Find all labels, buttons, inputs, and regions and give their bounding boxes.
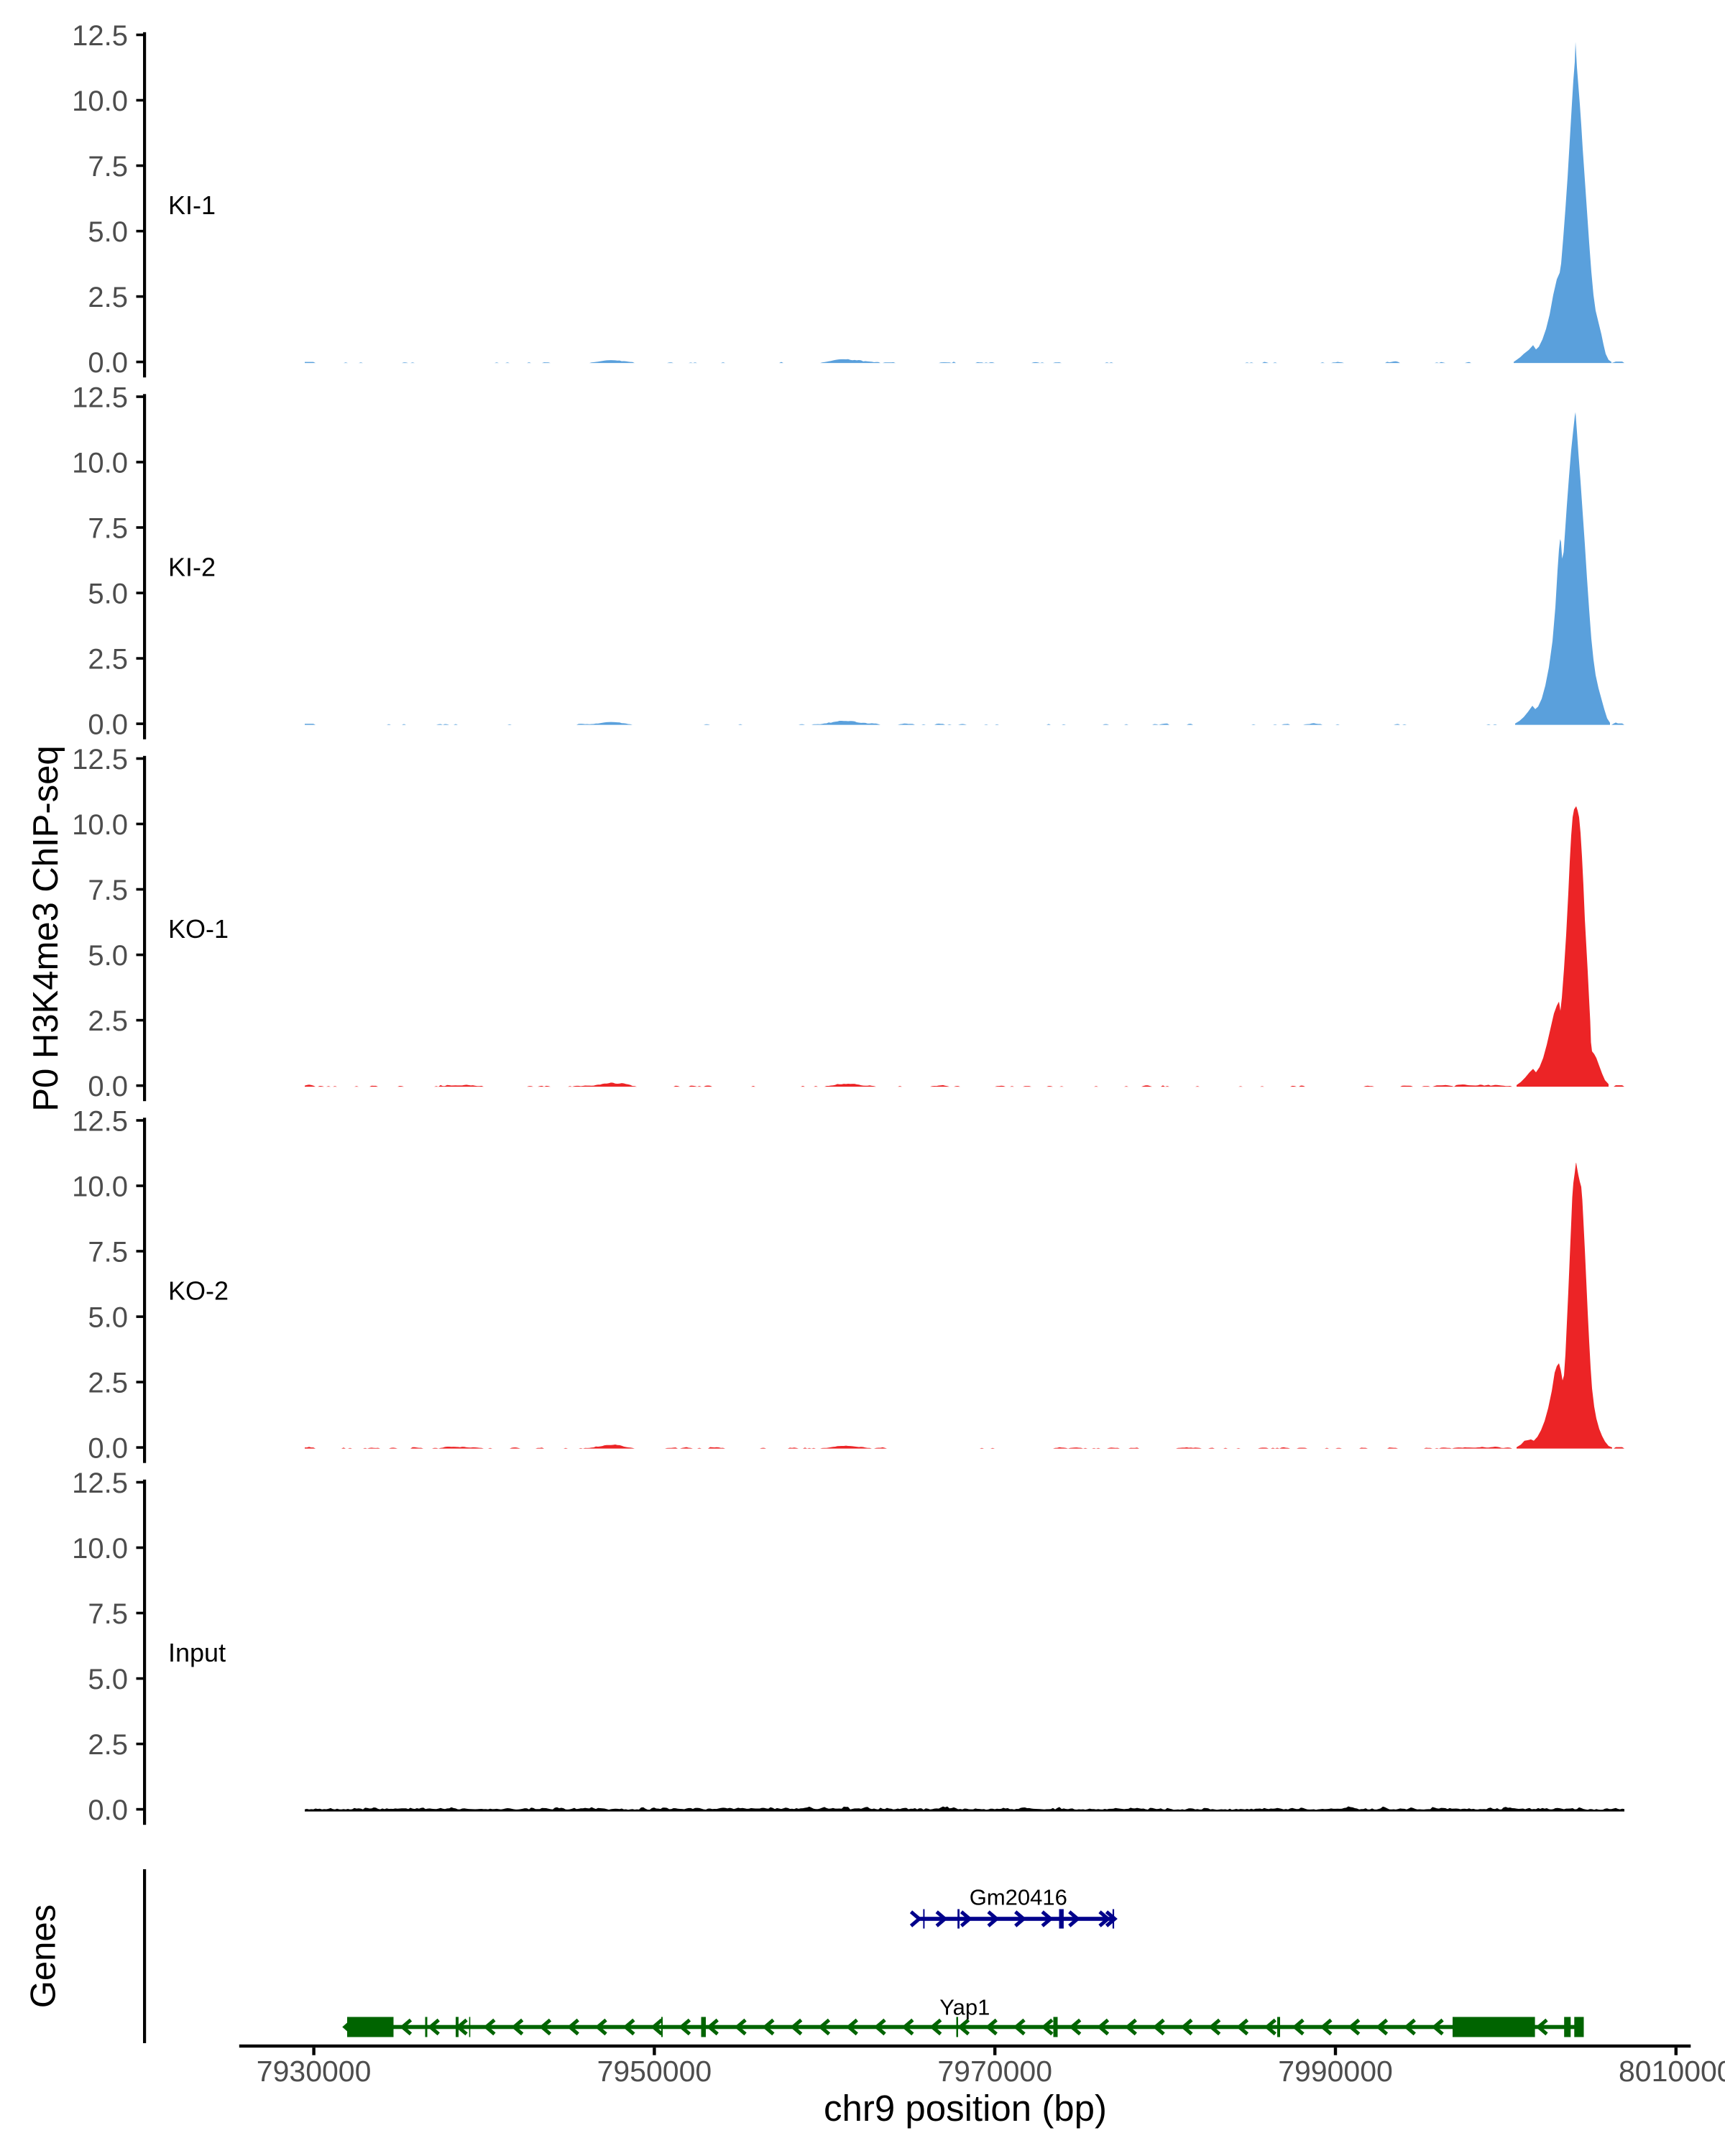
svg-text:5.0: 5.0 — [88, 1302, 128, 1333]
svg-text:KI-2: KI-2 — [168, 553, 216, 582]
svg-text:2.5: 2.5 — [88, 282, 128, 313]
svg-text:KO-2: KO-2 — [168, 1276, 229, 1306]
svg-text:5.0: 5.0 — [88, 940, 128, 972]
svg-text:2.5: 2.5 — [88, 643, 128, 675]
svg-text:7.5: 7.5 — [88, 1598, 128, 1630]
svg-text:10.0: 10.0 — [72, 86, 128, 117]
svg-text:Input: Input — [168, 1638, 226, 1667]
svg-text:2.5: 2.5 — [88, 1729, 128, 1761]
svg-text:0.0: 0.0 — [88, 1432, 128, 1464]
svg-text:12.5: 12.5 — [72, 1105, 128, 1137]
svg-text:5.0: 5.0 — [88, 216, 128, 248]
svg-text:7.5: 7.5 — [88, 1236, 128, 1268]
svg-text:8010000: 8010000 — [1619, 2055, 1725, 2088]
svg-text:12.5: 12.5 — [72, 744, 128, 775]
svg-text:7.5: 7.5 — [88, 512, 128, 544]
svg-text:7990000: 7990000 — [1278, 2055, 1393, 2088]
svg-text:0.0: 0.0 — [88, 1795, 128, 1826]
svg-text:10.0: 10.0 — [72, 1171, 128, 1202]
svg-text:0.0: 0.0 — [88, 709, 128, 740]
svg-text:10.0: 10.0 — [72, 1533, 128, 1565]
svg-text:7970000: 7970000 — [937, 2055, 1052, 2088]
svg-text:7.5: 7.5 — [88, 151, 128, 183]
svg-text:P0 H3K4me3 ChIP-seq: P0 H3K4me3 ChIP-seq — [27, 745, 65, 1111]
svg-text:2.5: 2.5 — [88, 1005, 128, 1037]
svg-text:12.5: 12.5 — [72, 1468, 128, 1499]
svg-text:5.0: 5.0 — [88, 1664, 128, 1695]
svg-text:KI-1: KI-1 — [168, 190, 216, 220]
svg-text:Genes: Genes — [24, 1904, 63, 2008]
svg-text:5.0: 5.0 — [88, 578, 128, 609]
svg-text:7950000: 7950000 — [597, 2055, 712, 2088]
svg-text:7.5: 7.5 — [88, 875, 128, 906]
svg-text:KO-1: KO-1 — [168, 914, 229, 944]
svg-text:7930000: 7930000 — [257, 2055, 372, 2088]
svg-text:0.0: 0.0 — [88, 347, 128, 379]
svg-text:10.0: 10.0 — [72, 809, 128, 841]
svg-text:Yap1: Yap1 — [939, 1995, 990, 2020]
svg-text:2.5: 2.5 — [88, 1367, 128, 1399]
svg-text:chr9 position (bp): chr9 position (bp) — [824, 2088, 1107, 2129]
svg-text:12.5: 12.5 — [72, 382, 128, 413]
svg-text:0.0: 0.0 — [88, 1071, 128, 1102]
svg-text:10.0: 10.0 — [72, 447, 128, 479]
svg-text:Gm20416: Gm20416 — [970, 1884, 1067, 1909]
svg-text:12.5: 12.5 — [72, 20, 128, 52]
